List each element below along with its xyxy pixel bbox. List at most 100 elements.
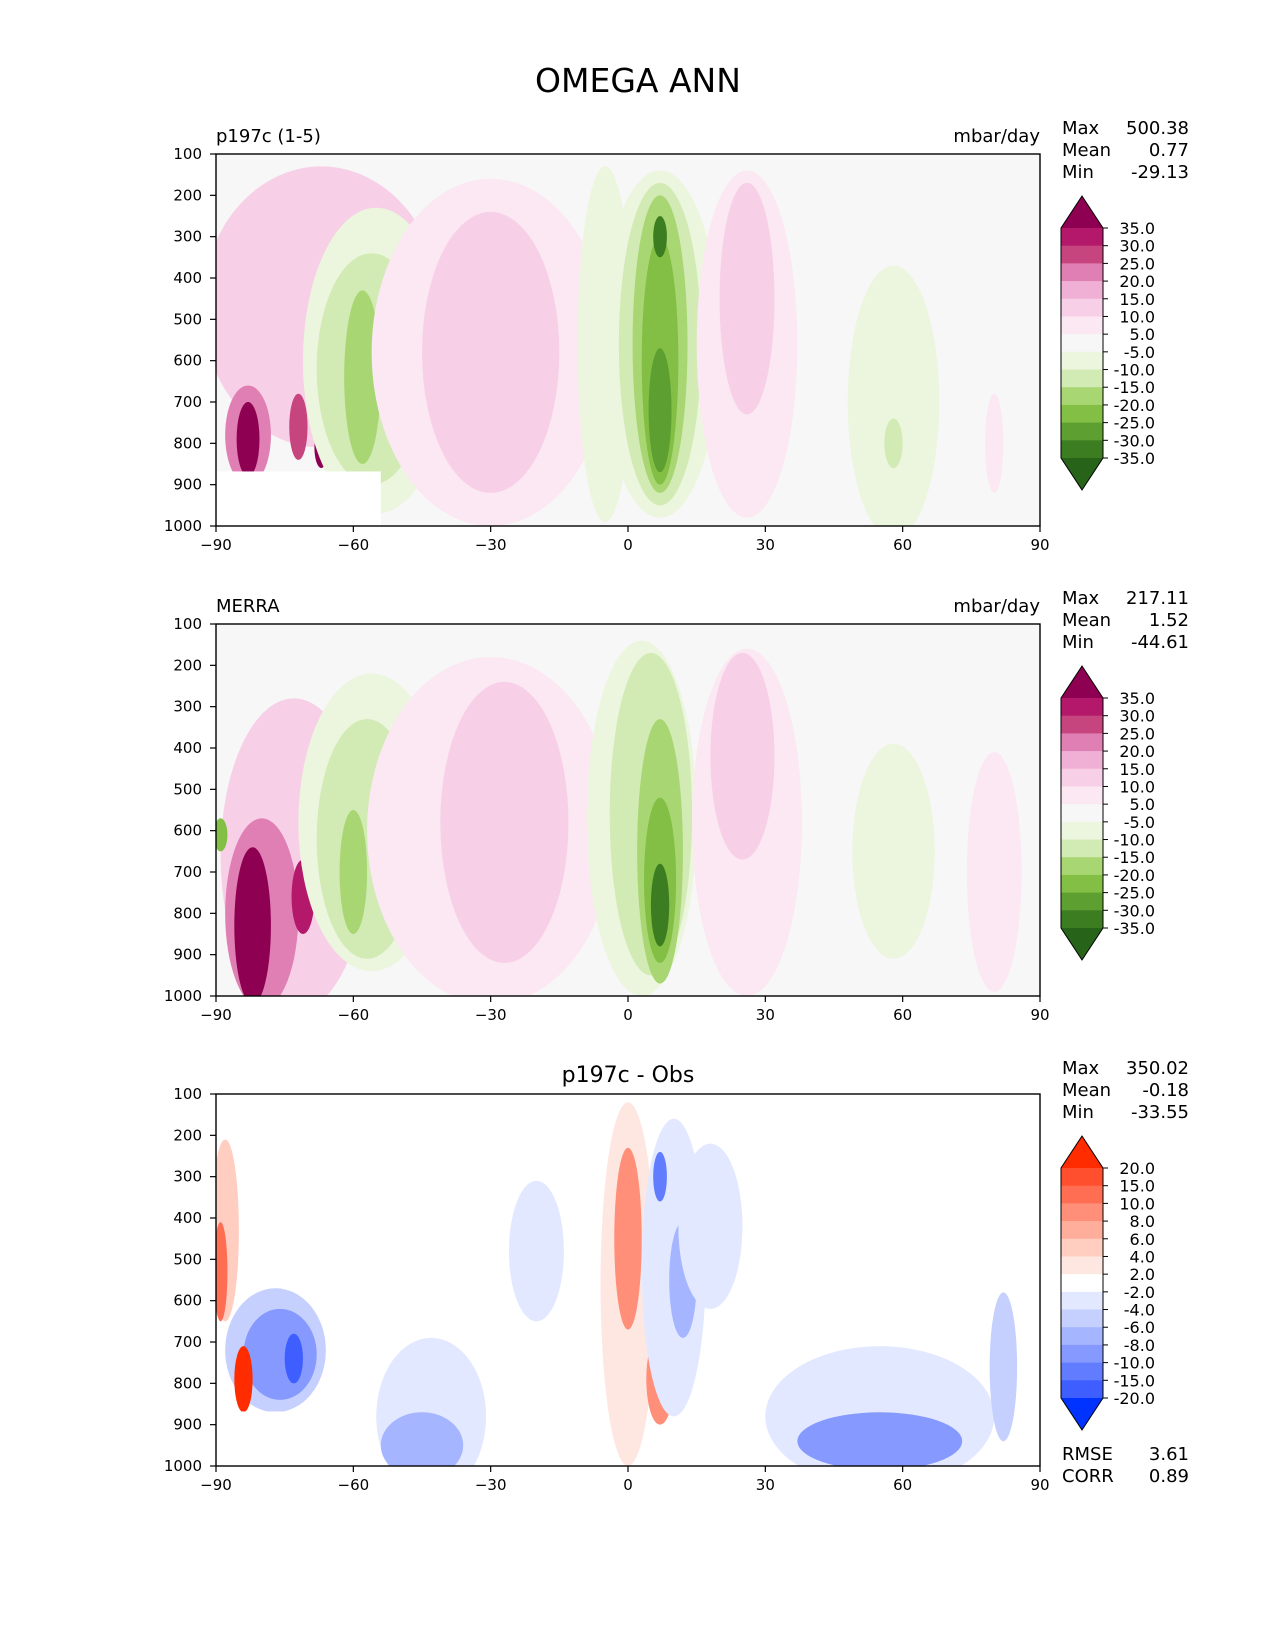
- x-tick-label: 30: [756, 1476, 775, 1494]
- panel-1: −90 −60 −30 0 30 60 90 100 200 300 400 500 600 700 800…: [164, 118, 1189, 554]
- y-tick-label: 1000: [164, 517, 202, 535]
- colorbar-label: -2.0: [1124, 1283, 1155, 1302]
- panel-label: p197c (1-5): [216, 126, 321, 147]
- colorbar-swatch: [1061, 228, 1103, 247]
- colorbar-extension-bottom: [1061, 458, 1103, 490]
- y-tick-label: 100: [173, 145, 202, 163]
- colorbar-swatch: [1061, 1362, 1103, 1381]
- colorbar-swatch: [1061, 1185, 1103, 1204]
- figure-title: OMEGA ANN: [535, 61, 741, 100]
- colorbar-swatch: [1061, 351, 1103, 371]
- colorbar-swatch: [1061, 1309, 1103, 1328]
- stat-label: CORR: [1062, 1466, 1114, 1487]
- contour-region: [216, 818, 228, 852]
- contour-region: [243, 1308, 317, 1400]
- y-tick-label: 400: [173, 269, 202, 287]
- y-tick-label: 200: [173, 1126, 202, 1144]
- contour-region: [216, 1222, 228, 1322]
- colorbar-swatch: [1061, 839, 1103, 858]
- colorbar-swatch: [1061, 422, 1103, 441]
- x-tick-label: −90: [200, 1006, 232, 1024]
- x-tick-label: −30: [475, 1476, 507, 1494]
- contour-region: [653, 216, 667, 258]
- colorbar-label: 30.0: [1119, 237, 1155, 256]
- contour-region: [650, 863, 670, 947]
- stat-label: Mean: [1062, 610, 1111, 631]
- x-tick-label: 90: [1030, 536, 1049, 554]
- x-tick-label: −90: [200, 536, 232, 554]
- contour-region: [508, 1180, 564, 1322]
- contour-region: [380, 1412, 464, 1466]
- contour-region: [284, 1333, 303, 1384]
- x-tick-label: 60: [893, 1476, 912, 1494]
- x-tick-label: 60: [893, 536, 912, 554]
- colorbar-swatch: [1061, 334, 1103, 353]
- colorbar-label: -25.0: [1114, 884, 1155, 903]
- contour-region: [884, 418, 903, 469]
- y-tick-label: 200: [173, 186, 202, 204]
- stat-value: 1.52: [1149, 610, 1189, 631]
- colorbar-swatch: [1061, 1256, 1103, 1275]
- colorbar-label: 5.0: [1130, 795, 1155, 814]
- x-tick-label: −60: [338, 1476, 370, 1494]
- stat-label: Min: [1062, 1102, 1094, 1123]
- colorbar-label: 2.0: [1130, 1265, 1155, 1284]
- x-tick-label: −90: [200, 1476, 232, 1494]
- colorbar-label: 30.0: [1119, 707, 1155, 726]
- y-tick-label: 300: [173, 1168, 202, 1186]
- contour-region: [719, 182, 775, 415]
- colorbar-extension-bottom: [1061, 1398, 1103, 1430]
- colorbar-label: 10.0: [1119, 777, 1155, 796]
- colorbar-swatch: [1061, 804, 1103, 823]
- colorbar-label: 4.0: [1130, 1247, 1155, 1266]
- contour-region: [289, 393, 308, 460]
- stat-value: 3.61: [1149, 1444, 1189, 1465]
- y-tick-label: 400: [173, 739, 202, 757]
- colorbar-swatch: [1061, 245, 1103, 264]
- stat-value: 0.89: [1149, 1466, 1189, 1487]
- colorbar-label: -20.0: [1114, 1389, 1155, 1408]
- stat-label: Max: [1062, 118, 1100, 139]
- colorbar-label: -5.0: [1124, 343, 1155, 362]
- stat-value: -29.13: [1131, 162, 1189, 183]
- y-tick-label: 900: [173, 1416, 202, 1434]
- colorbar-label: 25.0: [1119, 254, 1155, 273]
- colorbar-label: -8.0: [1124, 1336, 1155, 1355]
- colorbar-label: -10.0: [1114, 1354, 1155, 1373]
- stat-label: Max: [1062, 1058, 1100, 1079]
- panel-label: MERRA: [216, 596, 280, 617]
- y-tick-label: 700: [173, 863, 202, 881]
- stat-label: RMSE: [1062, 1444, 1113, 1465]
- contour-region: [614, 1147, 642, 1330]
- colorbar-swatch: [1061, 404, 1103, 424]
- colorbar-label: -20.0: [1114, 396, 1155, 415]
- colorbar-swatch: [1061, 1380, 1103, 1399]
- y-tick-label: 500: [173, 310, 202, 328]
- colorbar-label: 10.0: [1119, 1194, 1155, 1213]
- panel-label: p197c - Obs: [562, 1063, 695, 1088]
- colorbar-label: 20.0: [1119, 272, 1155, 291]
- y-tick-label: 800: [173, 434, 202, 452]
- y-tick-label: 600: [173, 1292, 202, 1310]
- y-tick-label: 100: [173, 1085, 202, 1103]
- contour-region: [710, 652, 775, 860]
- colorbar-label: -4.0: [1124, 1301, 1155, 1320]
- colorbar-label: -25.0: [1114, 414, 1155, 433]
- contour-region: [678, 1143, 743, 1309]
- contour-region: [422, 211, 560, 493]
- y-tick-label: 700: [173, 1333, 202, 1351]
- colorbar-swatch: [1061, 857, 1103, 876]
- y-tick-label: 900: [173, 946, 202, 964]
- units-label: mbar/day: [953, 596, 1040, 617]
- contour-region: [236, 402, 260, 477]
- colorbar: 35.030.025.020.015.010.05.0-5.0-10.0-15.…: [1060, 195, 1155, 491]
- colorbar-swatch: [1061, 768, 1103, 787]
- panel-3: −90 −60 −30 0 30 60 90 100 200 300 400 500 600 700 800…: [164, 1058, 1189, 1494]
- y-tick-label: 500: [173, 780, 202, 798]
- colorbar-label: 15.0: [1119, 760, 1155, 779]
- colorbar-swatch: [1061, 1203, 1103, 1222]
- colorbar-label: -5.0: [1124, 813, 1155, 832]
- contour-region: [234, 1346, 253, 1413]
- y-tick-label: 300: [173, 228, 202, 246]
- x-tick-label: 0: [623, 536, 633, 554]
